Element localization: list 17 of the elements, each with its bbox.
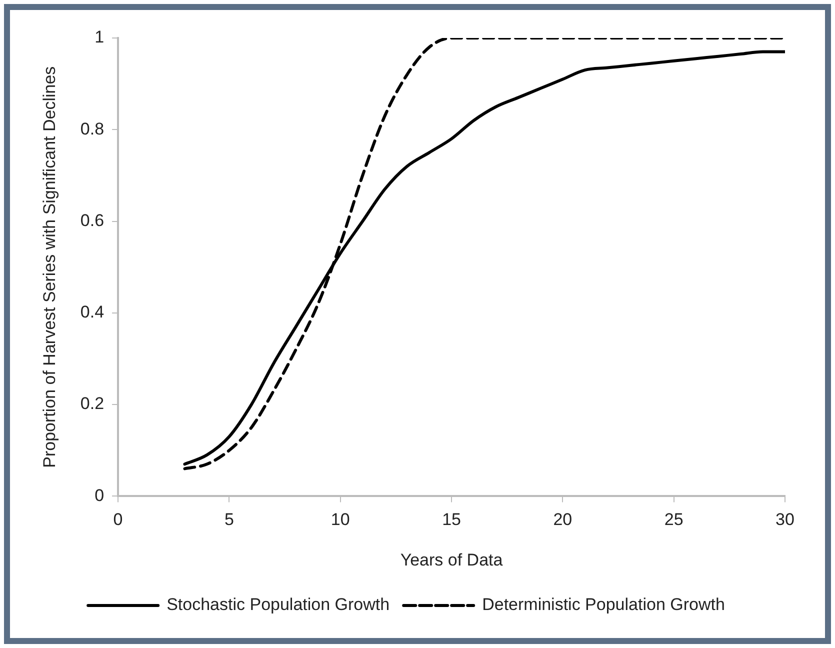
y-axis-title: Proportion of Harvest Series with Significant Declines	[40, 66, 59, 468]
x-tick-label: 5	[224, 510, 234, 530]
x-tick-label: 20	[553, 510, 572, 530]
legend-label: Stochastic Population Growth	[166, 595, 390, 614]
y-tick-label: 0.2	[80, 394, 104, 414]
y-tick-label: 0.4	[80, 302, 104, 322]
x-tick-label: 10	[330, 510, 350, 530]
legend-label: Deterministic Population Growth	[482, 595, 725, 614]
x-tick-label: 30	[776, 510, 794, 530]
x-tick-label: 25	[664, 510, 684, 530]
y-tick-label: 1	[94, 28, 104, 47]
y-tick-label: 0.6	[80, 210, 104, 230]
x-tick-label: 0	[113, 510, 123, 530]
x-axis-title: Years of Data	[400, 550, 504, 570]
x-tick-label: 15	[442, 510, 461, 530]
y-tick-label: 0.8	[80, 119, 104, 138]
y-tick-label: 0	[94, 486, 104, 505]
